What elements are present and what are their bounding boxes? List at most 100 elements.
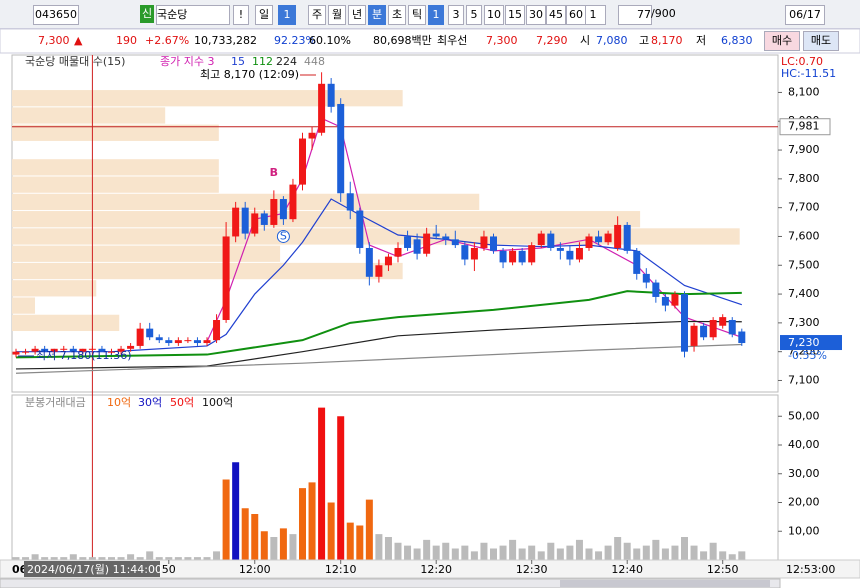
quote-volume: 10,733,282 — [194, 34, 257, 47]
quote-high: 8,170 — [651, 34, 683, 47]
volume-bar — [432, 545, 440, 560]
period-button[interactable]: 분 — [368, 5, 386, 25]
period-button[interactable]: 월 — [328, 5, 346, 25]
volume-bar — [50, 557, 58, 560]
volume-bar — [127, 554, 135, 560]
alert-button[interactable]: ! — [233, 5, 249, 25]
volume-bar — [22, 557, 30, 560]
scrollbar — [0, 578, 781, 588]
volume-bar — [661, 548, 669, 560]
interval-button[interactable]: 3 — [448, 5, 464, 25]
volume-bar — [642, 545, 650, 560]
volume-bar — [365, 499, 373, 560]
y-tick-label: 7,500 — [788, 258, 820, 271]
y-tick-label: 7,600 — [788, 229, 820, 242]
volume-bar — [279, 528, 287, 560]
volume-bar — [413, 548, 421, 560]
volume-bar — [146, 551, 154, 560]
volume-profile-bar — [12, 159, 219, 176]
volume-bar — [193, 557, 201, 560]
volume-bar — [222, 479, 230, 560]
candle-body — [738, 331, 746, 344]
interval-button[interactable]: 60 — [566, 5, 586, 25]
x-tick-label: 12:40 — [611, 563, 643, 576]
quote-rate: +2.67% — [145, 34, 190, 47]
interval-button[interactable]: 45 — [546, 5, 566, 25]
candle-body — [60, 348, 68, 350]
interval-button[interactable]: 15 — [505, 5, 525, 25]
time-axis — [0, 559, 860, 579]
interval-button[interactable]: 30 — [526, 5, 546, 25]
x-tick-label: 12:50 — [707, 563, 739, 576]
interval-button[interactable]: 5 — [466, 5, 482, 25]
candle-body — [155, 337, 163, 341]
volume-bar — [423, 539, 431, 560]
candle-body — [413, 239, 421, 254]
quote-low-label: 저 — [696, 34, 707, 47]
candle-body — [604, 233, 612, 243]
period-button[interactable]: 년 — [348, 5, 366, 25]
corner-lc: LC:0.70 — [781, 55, 823, 68]
candle-body — [127, 345, 135, 349]
period-button[interactable]: 초 — [388, 5, 406, 25]
candle-body — [709, 319, 717, 338]
volume-profile-bar — [12, 314, 120, 332]
candle-body — [165, 340, 173, 344]
volume-bar — [213, 551, 221, 560]
volume-bar — [595, 551, 603, 560]
quote-open: 7,080 — [596, 34, 628, 47]
y-tick-label: 7,800 — [788, 172, 820, 185]
volume-profile-bar — [12, 124, 219, 141]
code-input[interactable]: 043650 — [33, 5, 79, 25]
low-note: 최저 7,180(11:36) — [36, 349, 132, 362]
interval-button[interactable]: 10 — [484, 5, 504, 25]
volume-bar — [69, 554, 77, 560]
date-input[interactable]: 06/17 — [785, 5, 825, 25]
volume-bar — [260, 531, 268, 560]
volume-bar — [203, 557, 211, 560]
period-button[interactable]: 일 — [255, 5, 273, 25]
candle-body — [222, 236, 230, 320]
high-note: 최고 8,170 (12:09) — [200, 68, 299, 81]
y-tick-label: 7,700 — [788, 201, 820, 214]
volume-bar — [490, 548, 497, 560]
candle-body — [203, 340, 211, 344]
volume-profile-bar — [12, 262, 403, 280]
volume-bar — [652, 539, 660, 560]
sell-button[interactable]: 매도 — [803, 31, 839, 51]
buy-button[interactable]: 매수 — [764, 31, 800, 51]
crosshair-label: 2024/06/17(월) 11:44:00 — [27, 563, 162, 576]
quote-bid: 7,290 — [536, 34, 568, 47]
interval-button[interactable]: 1 — [428, 5, 444, 25]
candle-body — [394, 247, 402, 257]
volume-bar — [270, 537, 278, 560]
volume-bar — [60, 557, 68, 560]
ma-line — [15, 320, 742, 370]
quote-frame — [0, 28, 860, 54]
volume-bar — [79, 557, 87, 560]
count-input[interactable]: 1 — [580, 5, 606, 25]
period-button[interactable]: 주 — [308, 5, 326, 25]
candle-body — [136, 328, 144, 346]
last-price-box — [780, 335, 842, 351]
volume-bar — [614, 537, 622, 560]
period-button[interactable]: 1 — [278, 5, 296, 25]
last-price-label: 7,230 — [788, 336, 820, 349]
candle-body — [270, 199, 278, 225]
candle-body — [213, 319, 221, 341]
volume-bar — [709, 542, 717, 560]
candle-body — [308, 132, 316, 139]
shown-input[interactable]: 77 — [618, 5, 652, 25]
candle-body — [566, 250, 574, 260]
quote-best: 최우선 — [437, 34, 468, 47]
volume-bar — [547, 542, 555, 560]
candle-body — [470, 247, 478, 260]
volume-bar — [12, 557, 20, 560]
candle-body — [451, 239, 459, 246]
y-tick-label: 7,400 — [788, 287, 820, 300]
quote-arrow: ▲ — [74, 34, 83, 47]
name-input[interactable]: 국순당 — [156, 5, 230, 25]
volume-bar — [633, 548, 641, 560]
y-tick-label: 50,00 — [788, 409, 820, 422]
period-button[interactable]: 틱 — [408, 5, 426, 25]
